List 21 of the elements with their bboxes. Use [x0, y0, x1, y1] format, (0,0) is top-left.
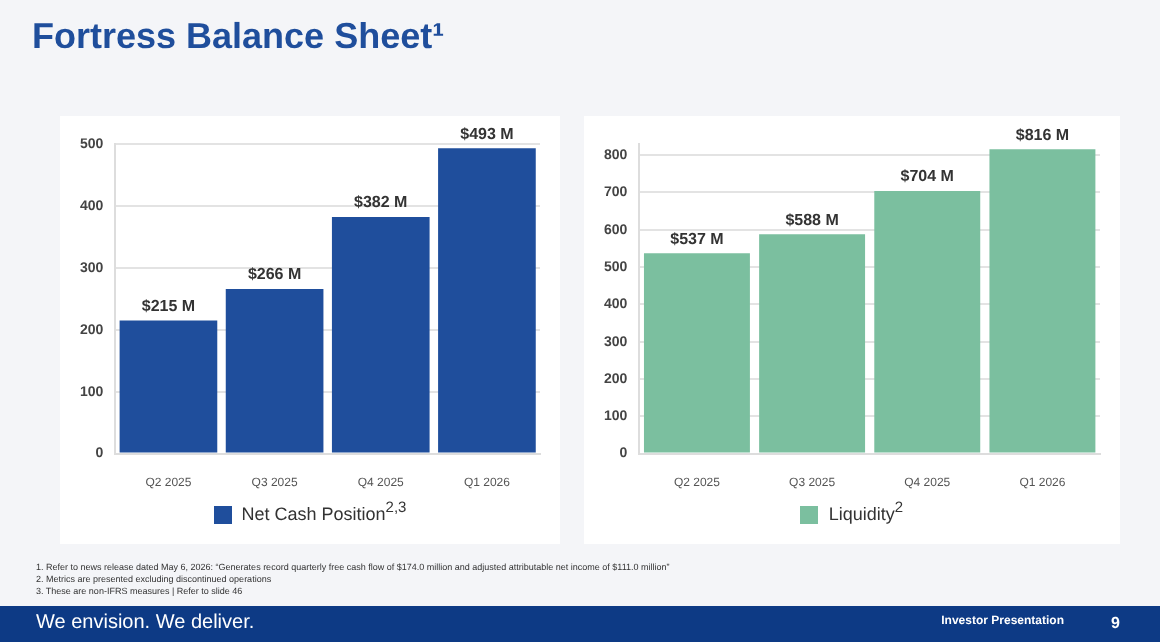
data-label: $215 M [141, 296, 196, 315]
bar [874, 191, 981, 453]
bar [225, 288, 324, 453]
bar [331, 217, 430, 453]
bar [438, 148, 536, 453]
text: 9 [1111, 614, 1120, 632]
text: We envision. We deliver. [36, 612, 255, 634]
data-label: $816 M [1015, 125, 1070, 144]
data-label: $704 M [900, 167, 955, 186]
data-label: $493 M [460, 124, 515, 143]
legend-label: Net Cash Position$^{2,3}$ [239, 498, 407, 524]
legend-label: Liquidity$^{2}$ [826, 498, 904, 524]
bar [119, 320, 218, 453]
bar [989, 149, 1096, 453]
data-label: $266 M [247, 265, 302, 284]
bar [643, 253, 750, 453]
data-label: $588 M [785, 210, 840, 229]
data-label: $382 M [354, 193, 409, 212]
chart-title: Fortress Balance Sheet¹ [32, 16, 445, 58]
bar [759, 234, 866, 453]
data-label: $537 M [670, 229, 725, 248]
